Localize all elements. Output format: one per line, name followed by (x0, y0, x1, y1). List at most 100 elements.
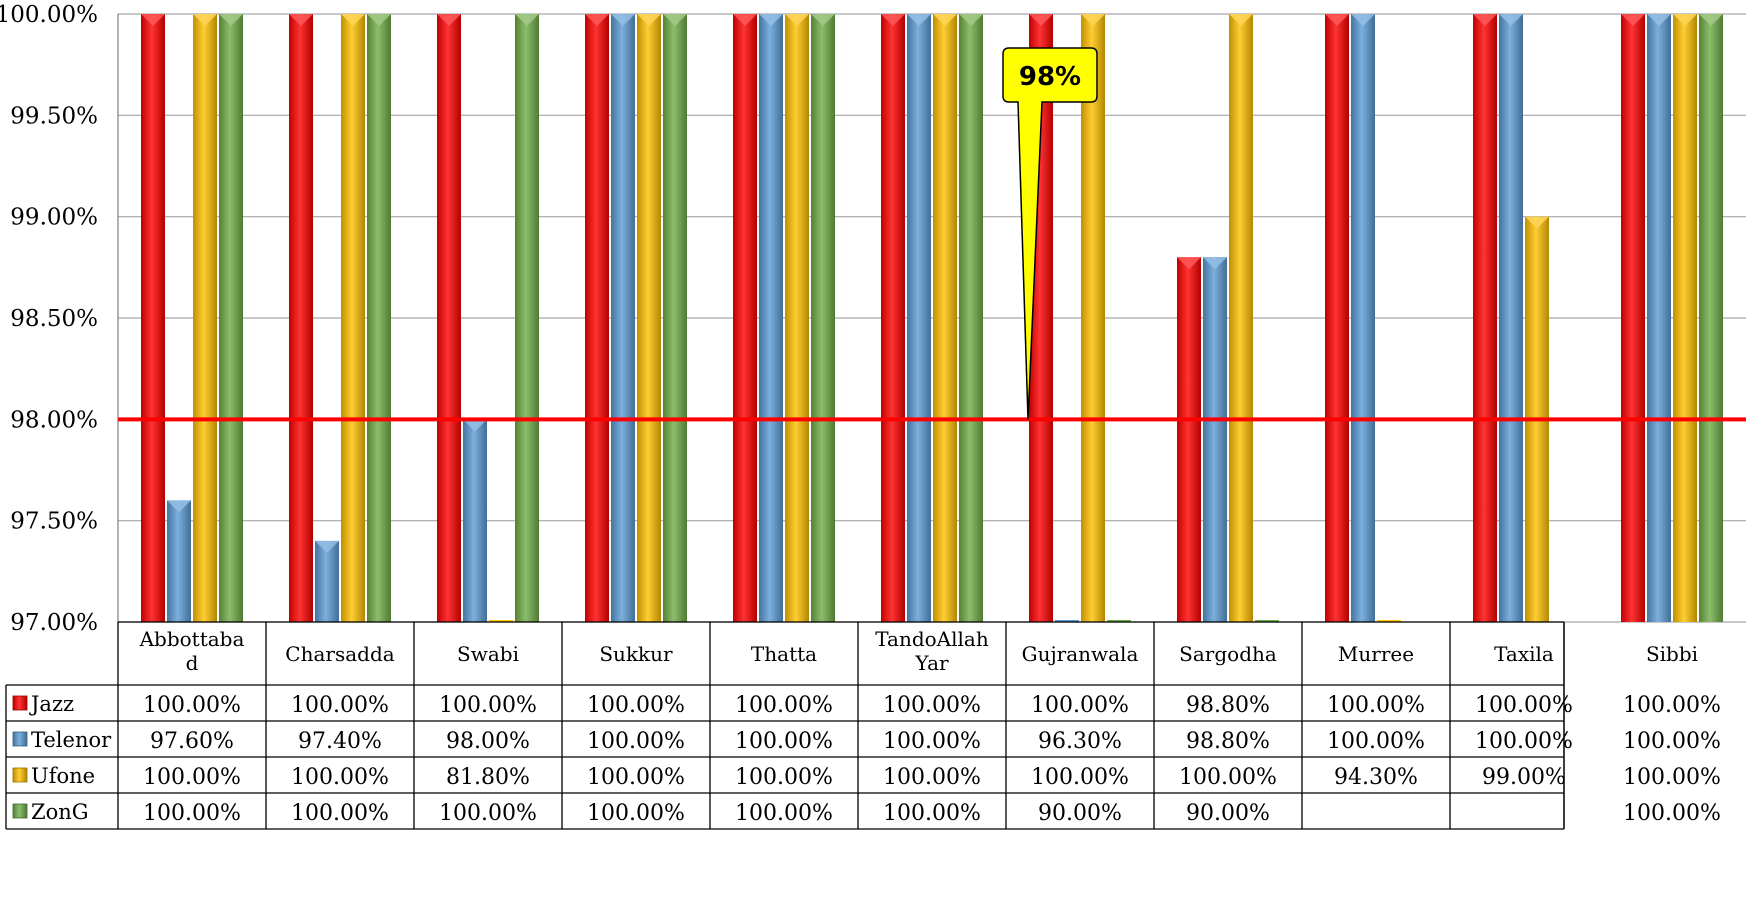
bar-jazz-swabi (437, 14, 461, 622)
bar-jazz-thatta (733, 14, 757, 622)
bar-cap-ufone-charsadda (341, 14, 365, 26)
bar-cap-ufone-sibbi (1673, 14, 1697, 26)
data-label-jazz-taxila: 100.00% (1475, 693, 1573, 718)
bar-cap-telenor-abbottabad (167, 500, 191, 513)
bar-cap-ufone-thatta (785, 14, 809, 26)
data-label-ufone-thatta: 100.00% (735, 765, 833, 790)
bar-zong-abbottabad (219, 14, 243, 622)
bar-jazz-abbottabad (141, 14, 165, 622)
bar-cap-zong-charsadda (367, 14, 391, 26)
data-label-jazz-charsadda: 100.00% (291, 693, 389, 718)
legend-key-ufone (12, 767, 28, 783)
data-label-zong-swabi: 100.00% (439, 801, 537, 826)
bar-cap-jazz-gujranwala (1029, 14, 1053, 26)
data-label-telenor-sibbi: 100.00% (1623, 729, 1721, 754)
data-label-ufone-sibbi: 100.00% (1623, 765, 1721, 790)
data-label-telenor-swabi: 98.00% (446, 729, 530, 754)
y-axis: 97.00% 97.50% 98.00% 98.50% 99.00% 99.50% 100.… (0, 2, 119, 636)
bar-telenor-taxila (1499, 14, 1523, 622)
bar-jazz-sibbi (1621, 14, 1645, 622)
bar-cap-ufone-gujranwala (1081, 14, 1105, 26)
data-label-ufone-charsadda: 100.00% (291, 765, 389, 790)
bar-cap-zong-swabi (515, 14, 539, 26)
bar-ufone-sargodha (1229, 14, 1253, 622)
category-label-swabi: Swabi (457, 642, 519, 666)
y-tick-label: 99.00% (10, 205, 98, 231)
data-table: Abbottaba d Charsadda Swabi Sukkur Thatta Tand… (5, 621, 1721, 830)
data-label-jazz-tandoallah-yar: 100.00% (883, 693, 981, 718)
data-label-zong-sibbi: 100.00% (1623, 801, 1721, 826)
bar-cap-telenor-tandoallah-yar (907, 14, 931, 26)
bar-zong-swabi (515, 14, 539, 622)
data-label-zong-sargodha: 90.00% (1186, 801, 1270, 826)
bar-cap-zong-sukkur (663, 14, 687, 26)
data-label-jazz-sukkur: 100.00% (587, 693, 685, 718)
bar-cap-telenor-murree (1351, 14, 1375, 26)
bar-cap-jazz-abbottabad (141, 14, 165, 26)
data-label-zong-sukkur: 100.00% (587, 801, 685, 826)
bar-ufone-murree (1377, 620, 1401, 622)
bar-cap-ufone-sukkur (637, 14, 661, 26)
row-label-zong: ZonG (31, 800, 89, 824)
bar-cap-jazz-swabi (437, 14, 461, 26)
bar-cap-ufone-tandoallah-yar (933, 14, 957, 26)
bar-telenor-charsadda (315, 540, 339, 622)
data-label-telenor-charsadda: 97.40% (298, 729, 382, 754)
data-label-ufone-swabi: 81.80% (446, 765, 530, 790)
bar-zong-sukkur (663, 14, 687, 622)
bar-jazz-tandoallah-yar (881, 14, 905, 622)
bar-ufone-sibbi (1673, 14, 1697, 622)
bar-telenor-murree (1351, 14, 1375, 622)
bar-telenor-sibbi (1647, 14, 1671, 622)
bar-ufone-tandoallah-yar (933, 14, 957, 622)
y-tick-label: 98.50% (10, 306, 98, 332)
bar-cap-zong-tandoallah-yar (959, 14, 983, 26)
data-label-ufone-abbottabad: 100.00% (143, 765, 241, 790)
bar-ufone-swabi (489, 620, 513, 622)
data-label-ufone-gujranwala: 100.00% (1031, 765, 1129, 790)
data-label-jazz-sargodha: 98.80% (1186, 693, 1270, 718)
bar-cap-ufone-taxila (1525, 216, 1549, 229)
bar-cap-telenor-sargodha (1203, 257, 1227, 270)
data-label-ufone-murree: 94.30% (1334, 765, 1418, 790)
data-label-ufone-tandoallah-yar: 100.00% (883, 765, 981, 790)
bar-cap-telenor-taxila (1499, 14, 1523, 26)
bar-cap-jazz-tandoallah-yar (881, 14, 905, 26)
legend-key-jazz (12, 695, 28, 711)
data-label-zong-thatta: 100.00% (735, 801, 833, 826)
bar-cap-jazz-sibbi (1621, 14, 1645, 26)
data-label-jazz-abbottabad: 100.00% (143, 693, 241, 718)
data-label-zong-abbottabad: 100.00% (143, 801, 241, 826)
data-label-zong-gujranwala: 90.00% (1038, 801, 1122, 826)
bar-cap-telenor-sibbi (1647, 14, 1671, 26)
bar-cap-ufone-abbottabad (193, 14, 217, 26)
bar-cap-telenor-thatta (759, 14, 783, 26)
data-label-telenor-murree: 100.00% (1327, 729, 1425, 754)
bar-zong-thatta (811, 14, 835, 622)
category-label-charsadda: Charsadda (285, 642, 394, 666)
bar-jazz-taxila (1473, 14, 1497, 622)
category-label-murree: Murree (1338, 642, 1414, 666)
bar-cap-jazz-charsadda (289, 14, 313, 26)
bar-cap-telenor-charsadda (315, 540, 339, 553)
bar-jazz-sukkur (585, 14, 609, 622)
data-label-jazz-thatta: 100.00% (735, 693, 833, 718)
data-label-ufone-sargodha: 100.00% (1179, 765, 1277, 790)
y-tick-label: 100.00% (0, 2, 98, 28)
bar-zong-tandoallah-yar (959, 14, 983, 622)
callout-text: 98% (1019, 62, 1081, 92)
data-label-jazz-swabi: 100.00% (439, 693, 537, 718)
bar-ufone-thatta (785, 14, 809, 622)
bar-cap-zong-abbottabad (219, 14, 243, 26)
bar-cap-jazz-thatta (733, 14, 757, 26)
category-label-sargodha: Sargodha (1179, 642, 1277, 666)
bar-cap-telenor-swabi (463, 419, 487, 432)
bar-cap-jazz-taxila (1473, 14, 1497, 26)
bar-zong-sibbi (1699, 14, 1723, 622)
data-label-zong-tandoallah-yar: 100.00% (883, 801, 981, 826)
category-label-thatta: Thatta (751, 642, 817, 666)
bar-cap-jazz-murree (1325, 14, 1349, 26)
row-label-ufone: Ufone (31, 764, 95, 788)
bar-jazz-murree (1325, 14, 1349, 622)
